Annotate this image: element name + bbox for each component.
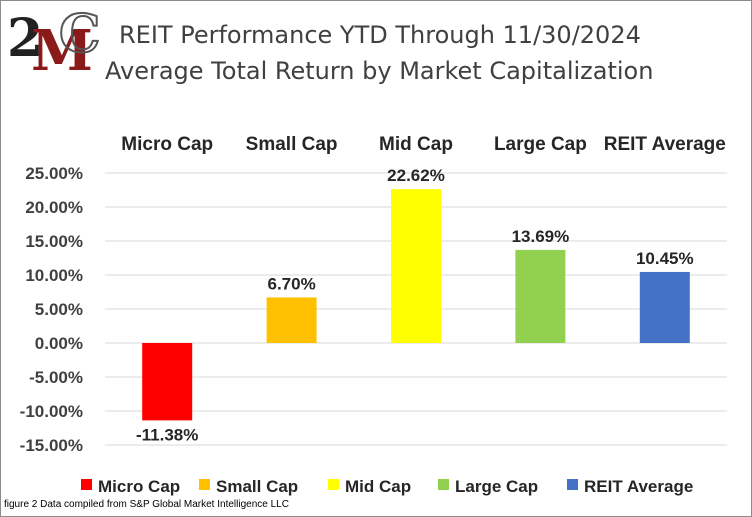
y-tick-label: 20.00% (25, 198, 83, 217)
legend-swatch (567, 479, 578, 490)
svg-text:M: M (31, 18, 93, 74)
data-label: -11.38% (136, 425, 198, 444)
svg-text:C: C (59, 4, 100, 65)
y-tick-label: -10.00% (20, 402, 83, 421)
chart-subtitle: Average Total Return by Market Capitaliz… (105, 57, 654, 85)
y-tick-label: 0.00% (35, 334, 83, 353)
y-tick-label: 15.00% (25, 232, 83, 251)
data-label: 13.69% (512, 227, 570, 246)
y-tick-label: 25.00% (25, 164, 83, 183)
y-tick-label: 10.00% (25, 266, 83, 285)
category-label: Micro Cap (121, 134, 213, 155)
legend-entry: Large Cap (455, 477, 538, 496)
legend-entry: Small Cap (216, 477, 298, 496)
y-tick-label: -5.00% (29, 368, 83, 387)
bar-small-cap (266, 297, 317, 343)
svg-text:2: 2 (7, 8, 43, 69)
legend-swatch (199, 479, 210, 490)
legend-swatch (81, 479, 92, 490)
bar-mid-cap (391, 189, 441, 343)
legend-entry: REIT Average (584, 477, 693, 496)
bar-micro-cap (142, 343, 193, 421)
logo-2mc: 2 M C (7, 4, 101, 74)
category-label: Large Cap (494, 134, 587, 155)
legend-entry: Micro Cap (98, 477, 180, 496)
data-label: 10.45% (636, 249, 694, 268)
data-label: 22.62% (387, 166, 445, 185)
bar-large-cap (515, 249, 566, 343)
category-label: REIT Average (604, 134, 726, 155)
category-label: Small Cap (246, 134, 338, 155)
category-label: Mid Cap (379, 134, 453, 155)
bar-reit-average (639, 271, 690, 343)
legend-swatch (328, 479, 339, 490)
y-tick-label: 5.00% (35, 300, 83, 319)
legend-entry: Mid Cap (345, 477, 411, 496)
data-label: 6.70% (267, 274, 315, 293)
footer-caption: figure 2 Data compiled from S&P Global M… (4, 499, 289, 510)
y-tick-label: -15.00% (20, 436, 83, 455)
chart-title: REIT Performance YTD Through 11/30/2024 (119, 21, 641, 49)
legend-swatch (438, 479, 449, 490)
